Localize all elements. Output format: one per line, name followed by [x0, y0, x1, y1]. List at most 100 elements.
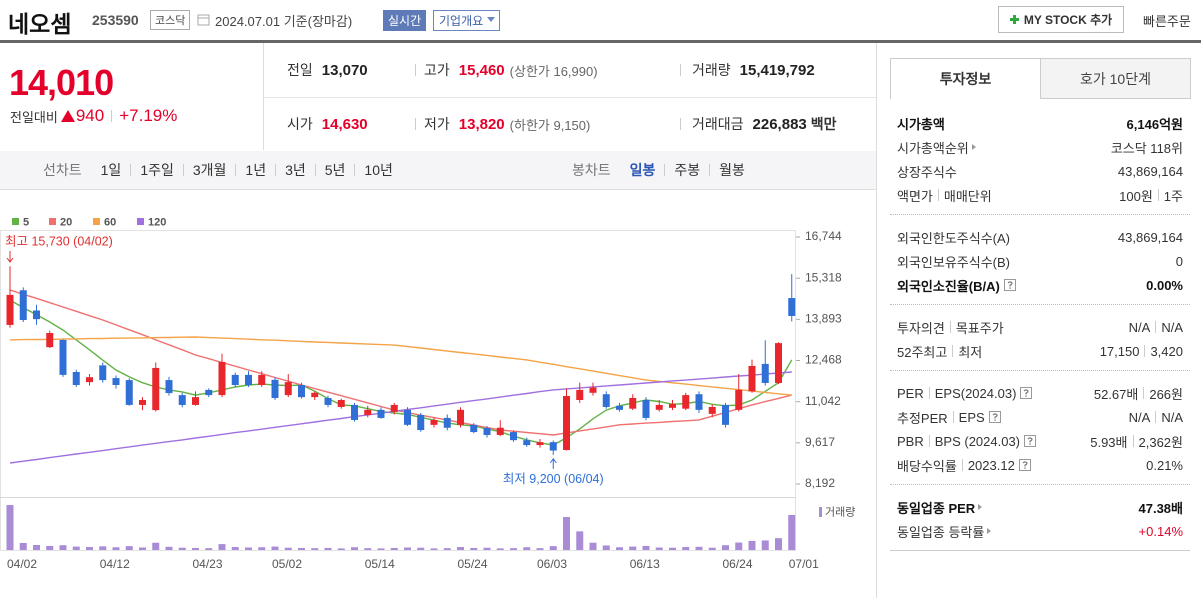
legend-label: 5 — [23, 216, 29, 228]
tab-active[interactable]: 투자정보 — [890, 58, 1041, 99]
candle-body — [616, 405, 623, 410]
period-option[interactable]: 10년 — [354, 163, 401, 177]
info-values: N/A N/A — [1129, 410, 1183, 425]
help-icon[interactable] — [1003, 279, 1017, 291]
volume-bar — [443, 548, 451, 550]
help-mark — [1023, 389, 1030, 395]
candle-body — [682, 395, 690, 409]
info-values: 코스닥 118위 — [1111, 138, 1183, 157]
info-value: 3,420 — [1150, 343, 1183, 359]
period-option[interactable]: 월봉 — [709, 163, 754, 177]
info-value: 266원 — [1149, 386, 1183, 402]
info-values: 100원 1주 — [1119, 186, 1183, 205]
separator — [928, 435, 930, 447]
candle-chart-periods: 봉차트 일봉 주봉 월봉 — [572, 151, 754, 189]
legend-label: 60 — [104, 216, 116, 228]
quick-order[interactable]: 빠른주문 — [1143, 14, 1191, 29]
calendar-icon — [197, 14, 210, 26]
info-row: 배당수익률 2023.12 0.21% — [890, 453, 1190, 477]
info-labels: 동일업종 등락률 — [897, 522, 994, 541]
info-label: 외국인한도주식수(A) — [897, 230, 1011, 246]
candle-body — [523, 440, 531, 446]
tab[interactable]: 호가 10단계 — [1040, 58, 1191, 99]
y-tick-label: 12,468 — [805, 353, 842, 367]
quote-label: 저가 — [424, 116, 450, 132]
info-label: EPS — [958, 409, 985, 425]
candle-body — [72, 371, 80, 385]
volume-bar — [775, 538, 782, 550]
info-label: 2023.12 — [967, 457, 1015, 473]
volume-bar — [165, 546, 173, 550]
candle-body — [788, 298, 796, 316]
basis: 기준(장마감) — [283, 14, 353, 29]
help-icon[interactable] — [1023, 435, 1037, 447]
panel-divider — [876, 43, 877, 598]
mystock-button[interactable]: MY STOCK 추가 — [998, 6, 1124, 33]
quote-label: 거래량 — [692, 62, 731, 78]
info-value: 1주 — [1163, 188, 1183, 204]
info-value: N/A — [1128, 409, 1151, 425]
realtime-badge[interactable]: 실시간 — [383, 10, 427, 31]
period-option[interactable]: 일봉 — [629, 162, 656, 178]
info-row: 투자의견 목표주가 N/A N/A — [890, 315, 1190, 339]
period-option[interactable]: 1주일 — [130, 163, 183, 177]
candle-body — [642, 400, 650, 418]
candle-body — [99, 365, 107, 381]
candle-body — [152, 367, 160, 411]
period-option[interactable]: 5년 — [314, 163, 355, 177]
candle-body — [457, 409, 464, 425]
candle-body — [629, 397, 637, 409]
info-labels: 외국인한도주식수(A) — [897, 228, 1010, 247]
volume-bar — [669, 547, 676, 550]
quote-value: 226,883 — [752, 115, 807, 133]
candle-body — [125, 380, 133, 405]
help-mark — [992, 413, 998, 419]
candle-body — [390, 404, 398, 412]
info-value: N/A — [1128, 319, 1151, 335]
high-arrow — [6, 251, 14, 263]
help-icon[interactable] — [1019, 387, 1033, 399]
volume-bar — [6, 505, 14, 550]
low-arrow — [549, 458, 557, 469]
period-option[interactable]: 주봉 — [664, 163, 709, 177]
info-value: 52.67배 — [1093, 386, 1139, 402]
candle-body — [536, 442, 544, 446]
change-pct: +7.19% — [119, 106, 178, 125]
help-icon[interactable] — [1018, 459, 1032, 471]
period-option[interactable]: 1일 — [100, 162, 122, 178]
candle-body — [271, 379, 279, 398]
period-option[interactable]: 3개월 — [182, 163, 236, 177]
candle-body — [6, 294, 14, 325]
volume-bar — [59, 545, 67, 550]
info-labels: 배당수익률 2023.12 — [897, 456, 1032, 475]
help-icon[interactable] — [988, 411, 1002, 423]
help-dot — [994, 419, 996, 421]
volume-bar — [324, 547, 332, 550]
volume-bar — [655, 547, 663, 550]
candle-body — [46, 333, 54, 348]
help-mark — [1007, 281, 1013, 287]
arrow-icon — [978, 504, 983, 510]
info-label: 배당수익률 — [897, 458, 957, 474]
quote-row-divider — [263, 97, 876, 98]
period-option[interactable]: 3년 — [275, 163, 315, 177]
dropdown-icon — [487, 17, 496, 22]
info-labels: PER EPS(2024.03) — [897, 386, 1033, 401]
separator — [1157, 189, 1159, 201]
overview-button[interactable]: 기업개요 — [433, 10, 501, 31]
separator — [961, 459, 963, 471]
help-dot — [1009, 287, 1011, 289]
info-label: 동일업종 PER — [897, 500, 976, 516]
chart: 16,744 15,318 13,893 12,468 11,042 9,617 8,192… — [0, 216, 855, 571]
info-row: 동일업종 PER 47.38배 — [890, 495, 1190, 519]
period-option[interactable]: 1년 — [235, 163, 275, 177]
high-annotation: 최고 15,730 (04/02) — [5, 234, 113, 248]
separator — [1143, 387, 1145, 399]
separator — [680, 64, 681, 76]
info-labels: 추정PER EPS — [897, 408, 1002, 427]
quote-item: 거래대금 226,883 백만 — [692, 111, 837, 137]
info-row: 상장주식수 43,869,164 — [890, 159, 1190, 183]
volume-bar — [404, 547, 411, 550]
candle-body — [59, 339, 67, 375]
x-tick-label: 05/02 — [272, 557, 302, 571]
